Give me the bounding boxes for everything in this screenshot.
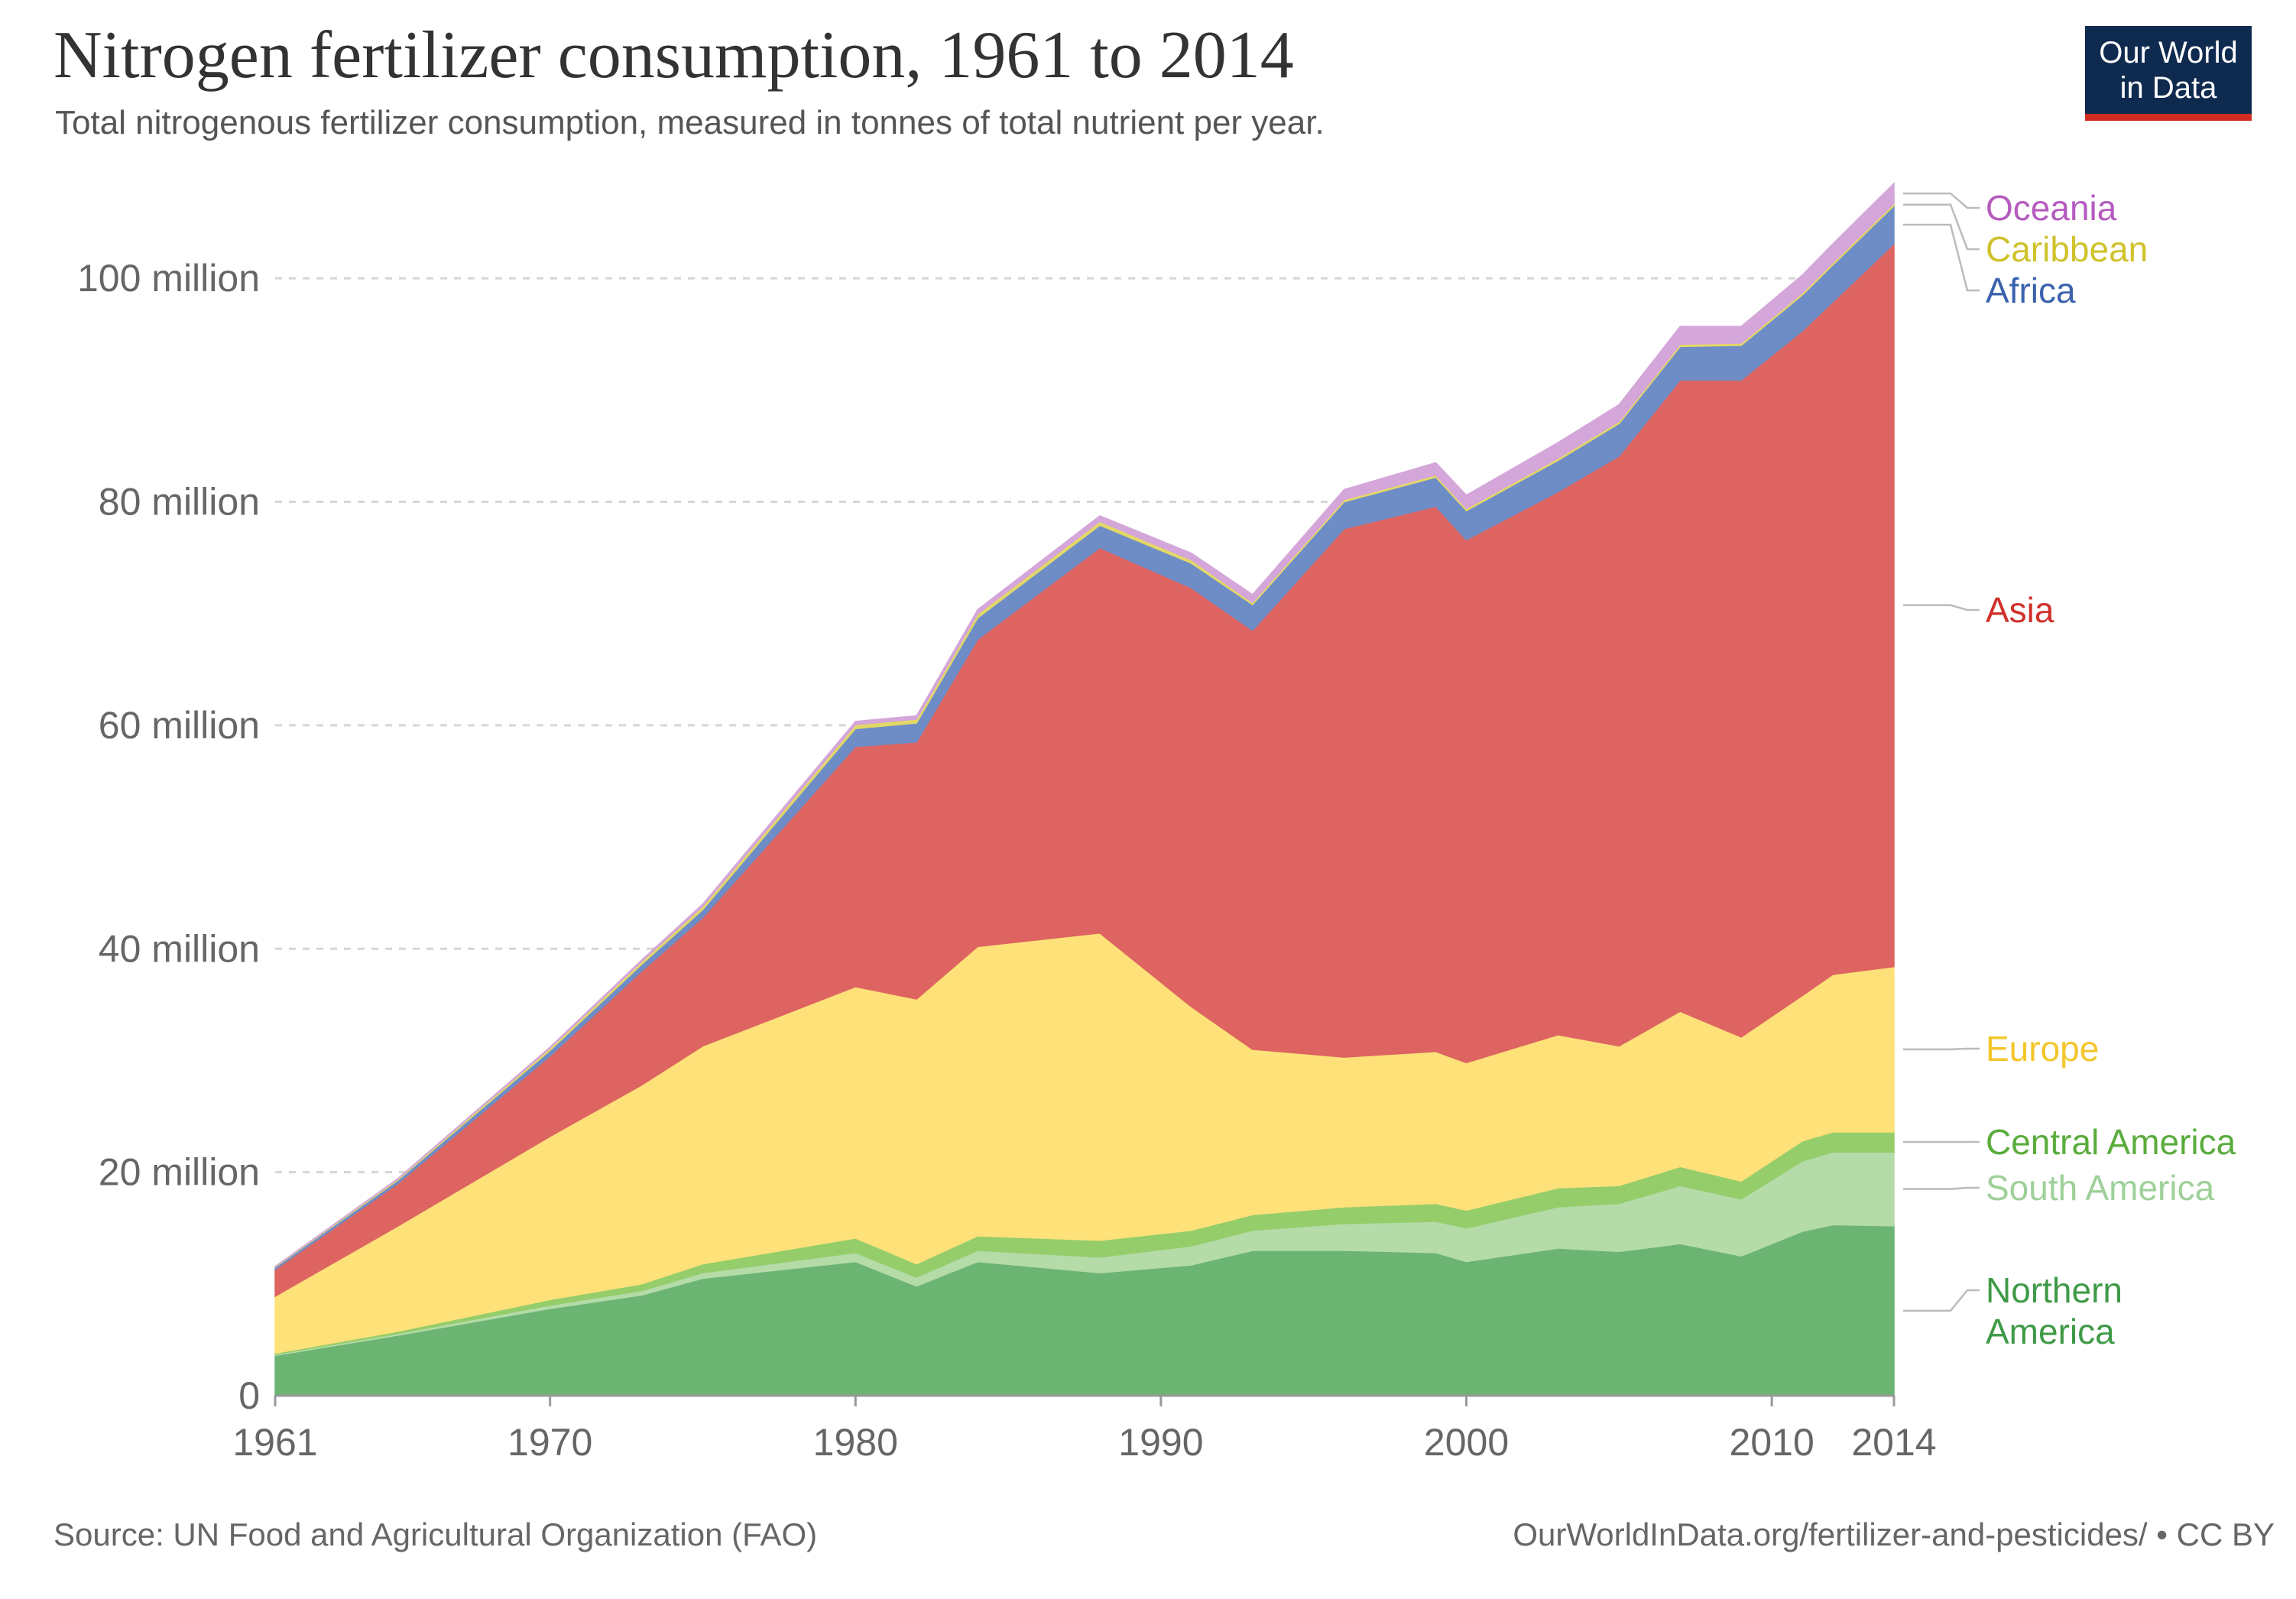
x-tick-label: 2010 <box>1730 1421 1814 1464</box>
legend-connector <box>1903 223 1980 292</box>
legend-connector <box>1903 1289 1980 1312</box>
source-note: Source: UN Food and Agricultural Organiz… <box>54 1516 818 1552</box>
source-url-link[interactable]: OurWorldInData.org/fertilizer-and-pestic… <box>1513 1516 2148 1552</box>
y-tick-label: 40 million <box>99 927 260 970</box>
legend-label-europe[interactable]: Europe <box>1986 1029 2099 1069</box>
x-tick-label: 2014 <box>1851 1421 1936 1464</box>
legend-label-africa[interactable]: Africa <box>1986 271 2076 310</box>
legend-label-northern-america[interactable]: Northern America <box>1986 1270 2123 1351</box>
legend-label-line: Asia <box>1986 590 2054 630</box>
y-tick-label: 80 million <box>99 481 260 524</box>
area-series <box>274 182 1895 1396</box>
legend-label-line: America <box>1986 1312 2115 1351</box>
legend-connector <box>1903 604 1980 611</box>
y-tick-label: 20 million <box>99 1151 260 1194</box>
legend-connector <box>1903 1186 1980 1190</box>
legend-label-asia[interactable]: Asia <box>1986 590 2054 630</box>
x-tick-label: 2000 <box>1424 1421 1509 1464</box>
legend-label-south-america[interactable]: South America <box>1986 1168 2215 1208</box>
x-tick-label: 1970 <box>508 1421 592 1464</box>
legend-connector <box>1903 192 1980 209</box>
x-tick-label: 1980 <box>813 1421 898 1464</box>
page-title: Nitrogen fertilizer consumption, 1961 to… <box>54 18 1294 92</box>
y-tick-label: 0 <box>238 1374 260 1417</box>
area-oceania[interactable] <box>274 182 1895 1268</box>
legend-label-line: Oceania <box>1986 188 2117 228</box>
x-tick-label: 1961 <box>232 1421 317 1464</box>
legend-connector <box>1903 203 1980 251</box>
y-axis-tick-labels: 0 20 million 40 million 60 million 80 millio… <box>77 257 260 1417</box>
legend-label-oceania[interactable]: Oceania <box>1986 188 2117 228</box>
legend-label-line: South America <box>1986 1168 2215 1208</box>
legend-label-line: Africa <box>1986 271 2076 310</box>
legend: Northern America South America Central Amer… <box>1903 188 2236 1351</box>
license-label: • CC BY <box>2156 1516 2275 1552</box>
logo-line-2: in Data <box>2119 71 2217 105</box>
legend-label-line: Europe <box>1986 1029 2099 1069</box>
owid-logo[interactable]: Our World in Data <box>2085 26 2252 121</box>
legend-label-line: Central America <box>1986 1122 2236 1162</box>
legend-label-central-america[interactable]: Central America <box>1986 1122 2236 1162</box>
logo-line-1: Our World <box>2099 36 2238 70</box>
legend-label-line: Northern <box>1986 1270 2123 1310</box>
legend-label-line: Caribbean <box>1986 229 2148 269</box>
footer-right: OurWorldInData.org/fertilizer-and-pestic… <box>1513 1516 2275 1553</box>
x-axis: 1961 1970 1980 1990 2000 2010 2014 <box>232 1394 1937 1464</box>
x-tick-label: 1990 <box>1118 1421 1203 1464</box>
page-subtitle: Total nitrogenous fertilizer consumption… <box>55 104 1325 141</box>
y-tick-label: 100 million <box>77 257 260 300</box>
legend-label-caribbean[interactable]: Caribbean <box>1986 229 2148 269</box>
y-tick-label: 60 million <box>99 704 260 747</box>
